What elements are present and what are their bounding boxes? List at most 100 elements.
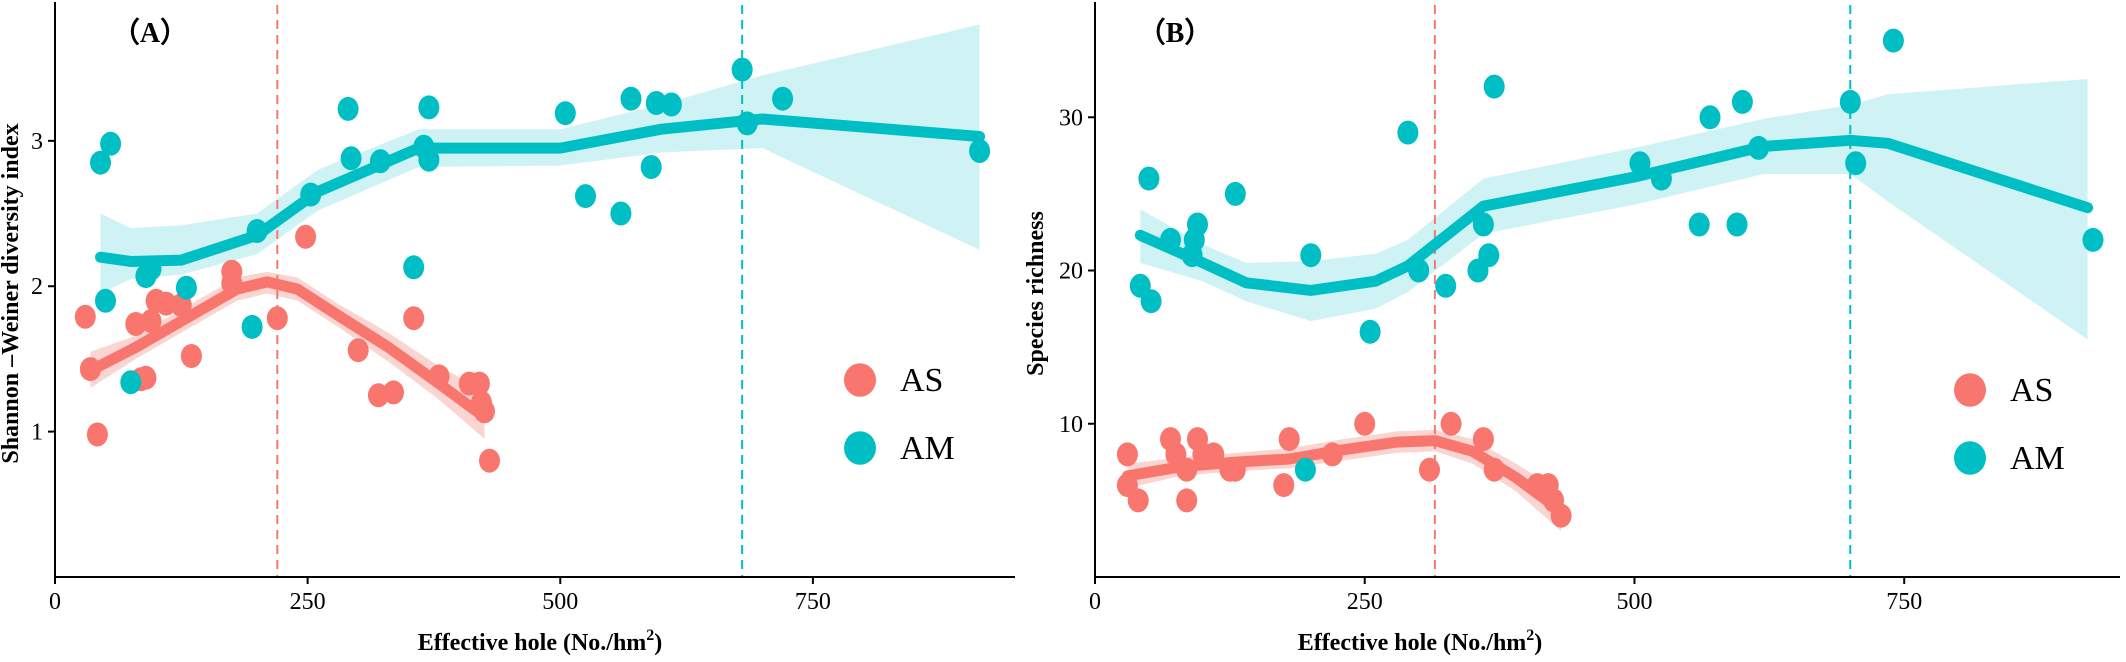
data-point-as xyxy=(295,224,317,249)
data-point-as xyxy=(79,357,101,382)
data-point-as xyxy=(1116,442,1138,467)
confidence-band-am xyxy=(1140,79,2088,340)
data-point-am xyxy=(1397,120,1419,145)
data-point-am xyxy=(175,275,197,300)
legend: AS AM xyxy=(1954,372,2065,477)
data-point-as xyxy=(140,309,162,334)
data-point-am xyxy=(1140,289,1162,314)
data-point-am xyxy=(1294,457,1316,482)
data-point-as xyxy=(1550,503,1572,528)
y-tick-label: 30 xyxy=(1059,105,1083,131)
data-point-am xyxy=(1224,181,1246,206)
data-point-am xyxy=(337,96,359,121)
data-point-am xyxy=(369,149,391,174)
data-point-am xyxy=(403,255,425,280)
legend-label-am: AM xyxy=(900,430,955,467)
data-point-as xyxy=(1224,457,1246,482)
data-point-am xyxy=(620,86,642,111)
x-tick-label: 250 xyxy=(1347,589,1383,615)
y-tick-label: 2 xyxy=(31,274,43,300)
data-point-am xyxy=(246,219,268,243)
data-point-as xyxy=(155,291,177,316)
data-point-as xyxy=(468,371,490,396)
legend-marker-am xyxy=(844,431,876,465)
data-point-as xyxy=(1127,488,1149,513)
data-point-am xyxy=(1483,74,1505,99)
x-axis-title-close: ) xyxy=(654,630,662,656)
data-point-am xyxy=(640,155,662,179)
data-point-as xyxy=(1278,427,1300,452)
data-point-am xyxy=(340,146,362,171)
data-point-am xyxy=(772,86,794,111)
data-point-as xyxy=(1483,457,1505,482)
y-tick-label: 1 xyxy=(31,420,43,446)
data-point-am xyxy=(1845,151,1867,176)
x-tick-label: 500 xyxy=(1616,589,1652,615)
data-point-am xyxy=(1187,212,1208,237)
data-point-am xyxy=(1650,166,1672,191)
data-point-as xyxy=(1321,442,1343,467)
data-point-as xyxy=(1354,411,1376,436)
x-tick-label: 0 xyxy=(49,589,61,615)
data-point-as xyxy=(74,304,96,329)
legend-marker-as xyxy=(844,363,876,397)
panel-label: （B） xyxy=(1138,16,1213,49)
data-point-am xyxy=(1160,227,1181,252)
data-point-am xyxy=(1408,258,1430,283)
data-point-am xyxy=(140,256,162,281)
x-tick-label: 0 xyxy=(1089,589,1101,615)
y-tick-label: 20 xyxy=(1059,259,1083,285)
data-point-am xyxy=(1688,212,1710,237)
legend-marker-am xyxy=(1954,441,1986,475)
y-axis-title: Species richness xyxy=(1023,211,1049,376)
data-point-am xyxy=(241,314,263,339)
confidence-band-as xyxy=(1127,429,1562,531)
data-point-as xyxy=(1273,473,1295,498)
data-point-am xyxy=(969,139,991,163)
fit-line-as xyxy=(84,276,490,423)
x-axis-title-main: Effective hole (No./hm xyxy=(1298,630,1527,656)
data-point-as xyxy=(1440,411,1462,436)
data-point-as xyxy=(428,364,450,389)
data-point-am xyxy=(1478,243,1500,268)
data-point-as xyxy=(383,380,404,405)
data-point-am xyxy=(575,184,596,209)
data-point-am xyxy=(1748,135,1770,160)
x-tick-label: 250 xyxy=(290,589,326,615)
x-axis-title-main: Effective hole (No./hm xyxy=(418,630,647,656)
panel-b: 10 20 30 0 250 500 750 （B） Species richness Effec… xyxy=(1023,2,2120,656)
data-point-am xyxy=(736,111,758,136)
data-point-as xyxy=(86,422,108,447)
x-axis-title: Effective hole (No./hm2) xyxy=(418,627,663,656)
y-tick-label: 10 xyxy=(1059,412,1083,438)
x-axis-title-sup: 2 xyxy=(646,627,654,644)
data-point-am xyxy=(554,101,576,126)
data-point-as xyxy=(1472,427,1494,452)
data-point-as xyxy=(347,338,369,363)
data-point-am xyxy=(1699,105,1721,130)
data-point-as xyxy=(180,344,202,368)
data-point-as xyxy=(1203,442,1225,467)
data-point-am xyxy=(645,91,667,115)
data-point-am xyxy=(1435,273,1457,298)
data-point-am xyxy=(1359,319,1381,344)
x-tick-label: 500 xyxy=(542,589,578,615)
data-point-am xyxy=(1472,212,1494,237)
data-point-am xyxy=(610,201,632,226)
y-axis-title: Shannon –Weiner diversity index xyxy=(0,123,24,463)
data-point-am xyxy=(1726,212,1748,237)
data-point-am xyxy=(1300,243,1322,268)
data-point-as xyxy=(403,306,425,331)
data-point-as xyxy=(1176,488,1198,513)
data-point-am xyxy=(1138,166,1160,191)
data-point-as xyxy=(1419,457,1440,482)
data-point-am xyxy=(1629,151,1651,176)
data-point-as xyxy=(1176,457,1198,482)
data-point-am xyxy=(1731,89,1753,114)
data-point-as xyxy=(266,306,288,331)
y-tick-label: 3 xyxy=(31,129,43,155)
data-point-am xyxy=(418,147,440,172)
legend-marker-as xyxy=(1954,373,1986,407)
data-point-am xyxy=(90,150,111,175)
confidence-band-am xyxy=(100,24,980,294)
